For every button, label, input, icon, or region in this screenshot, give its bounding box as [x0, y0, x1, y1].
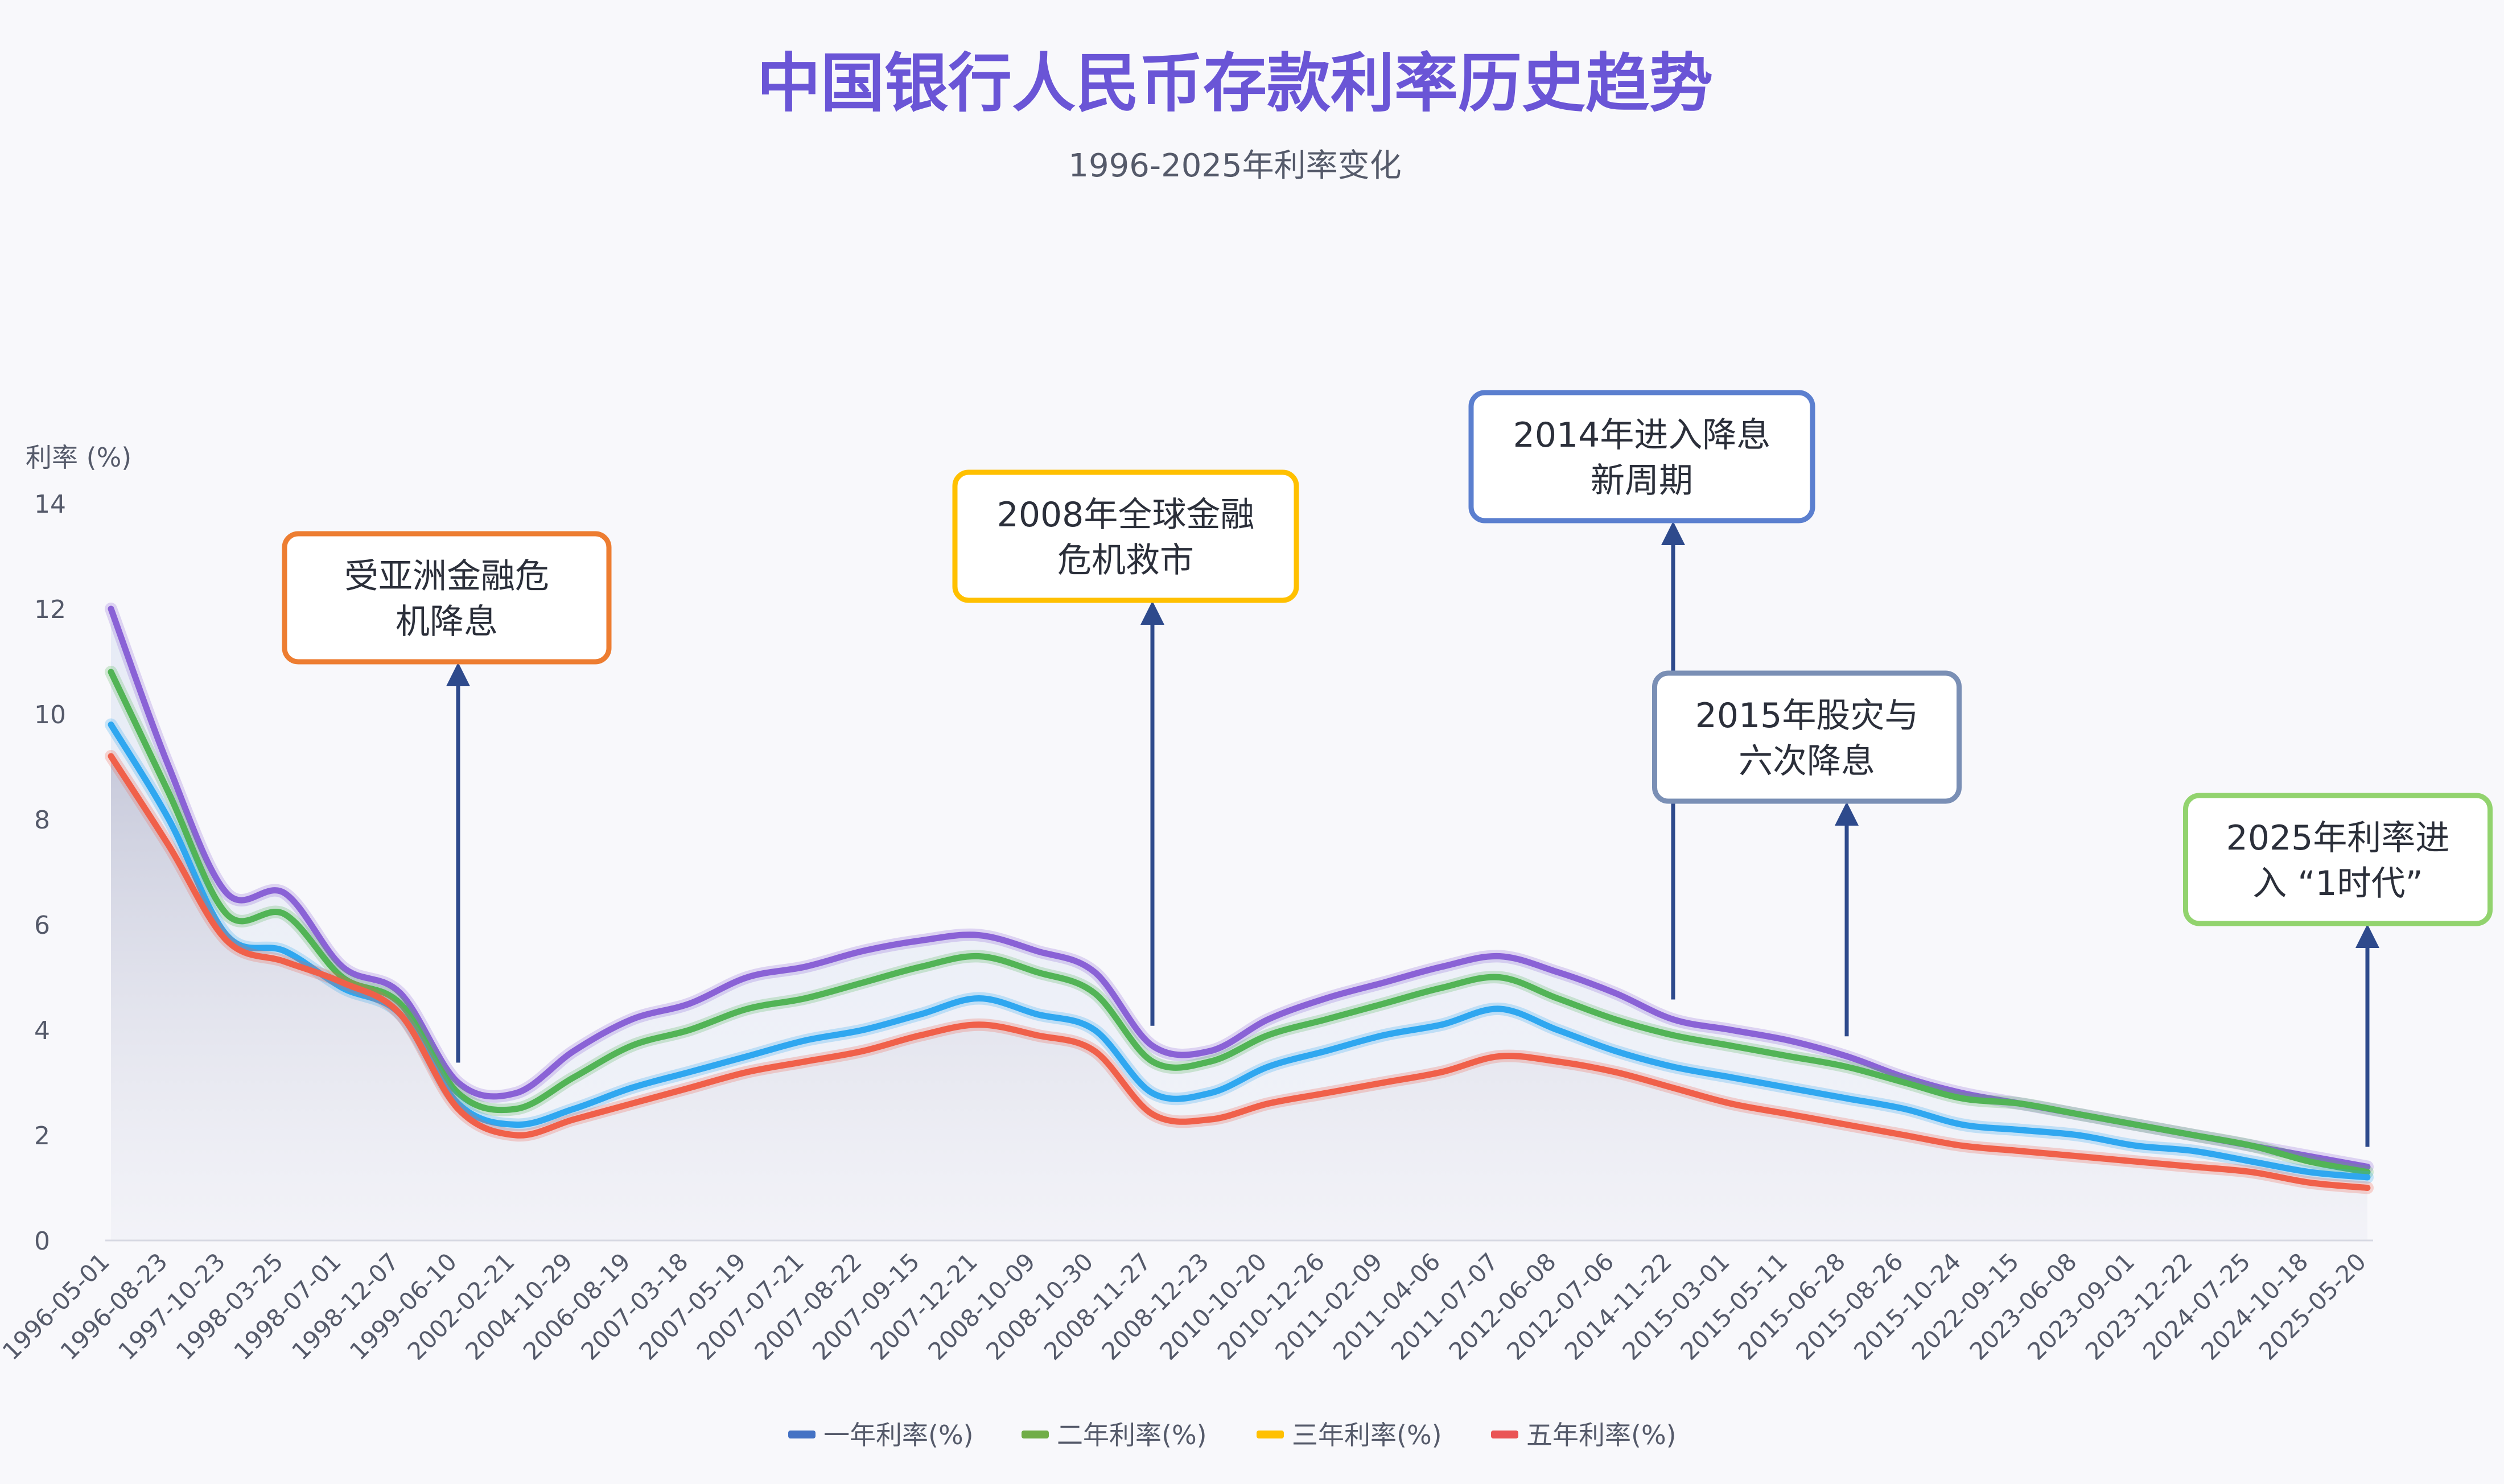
- annotation-text: 危机救市: [1057, 541, 1194, 580]
- annotations: 受亚洲金融危机降息2008年全球金融危机救市2014年进入降息新周期2015年股…: [282, 390, 2493, 1147]
- annotation-box: [1468, 390, 1815, 523]
- annotation-text: 2014年进入降息: [1513, 415, 1771, 455]
- legend-item: 一年利率(%): [788, 1420, 974, 1450]
- chart-subtitle: 1996-2025年利率变化: [1068, 147, 1401, 184]
- y-tick-label: 0: [34, 1227, 50, 1256]
- annotation-text: 机降息: [396, 602, 498, 642]
- legend-item: 二年利率(%): [1022, 1420, 1207, 1450]
- series-line-3: [108, 605, 2371, 1170]
- legend-label: 五年利率(%): [1526, 1420, 1677, 1450]
- legend-swatch: [1491, 1431, 1518, 1438]
- annotation-text: 入 “1时代”: [2252, 864, 2423, 904]
- annotation-box: [1652, 670, 1962, 804]
- y-axis-label: 利率 (%): [26, 442, 131, 473]
- area-fill-band: [111, 609, 2367, 1188]
- y-tick-label: 2: [34, 1122, 50, 1151]
- series-line-4: [108, 753, 2371, 1191]
- y-tick-label: 14: [34, 490, 66, 519]
- x-axis-ticks: 1996-05-011996-08-231997-10-231998-03-25…: [0, 1247, 2371, 1365]
- series-lines: [105, 603, 2374, 1194]
- legend-swatch: [1022, 1431, 1049, 1438]
- legend-item: 五年利率(%): [1491, 1420, 1677, 1450]
- annotation-text: 受亚洲金融危: [344, 556, 549, 596]
- annotation-text: 2008年全球金融: [997, 495, 1255, 535]
- legend-label: 二年利率(%): [1057, 1420, 1207, 1450]
- annotation-text: 新周期: [1591, 461, 1693, 501]
- y-tick-label: 10: [34, 700, 66, 729]
- annotation-box: [282, 531, 612, 665]
- annotation-text: 2015年股灾与: [1695, 696, 1919, 736]
- legend: 一年利率(%) 二年利率(%) 三年利率(%) 五年利率(%): [788, 1420, 1677, 1450]
- y-tick-label: 8: [34, 806, 50, 835]
- series-line-2: [108, 669, 2371, 1176]
- legend-swatch: [1257, 1431, 1284, 1438]
- annotation-text: 2025年利率进: [2226, 818, 2450, 858]
- legend-item: 三年利率(%): [1257, 1420, 1442, 1450]
- annotation-box: [952, 469, 1299, 603]
- legend-swatch: [788, 1431, 816, 1438]
- y-axis-ticks: 0 2 4 6 8 10 12 14: [34, 490, 66, 1256]
- area-fill-base: [111, 756, 2367, 1240]
- chart-title: 中国银行人民币存款利率历史趋势: [757, 47, 1713, 121]
- y-tick-label: 6: [34, 911, 50, 940]
- legend-label: 三年利率(%): [1292, 1420, 1442, 1450]
- y-tick-label: 12: [34, 595, 66, 624]
- annotation-box: [2183, 793, 2493, 926]
- annotation-text: 六次降息: [1739, 741, 1875, 781]
- legend-label: 一年利率(%): [823, 1420, 974, 1450]
- y-tick-label: 4: [34, 1016, 50, 1045]
